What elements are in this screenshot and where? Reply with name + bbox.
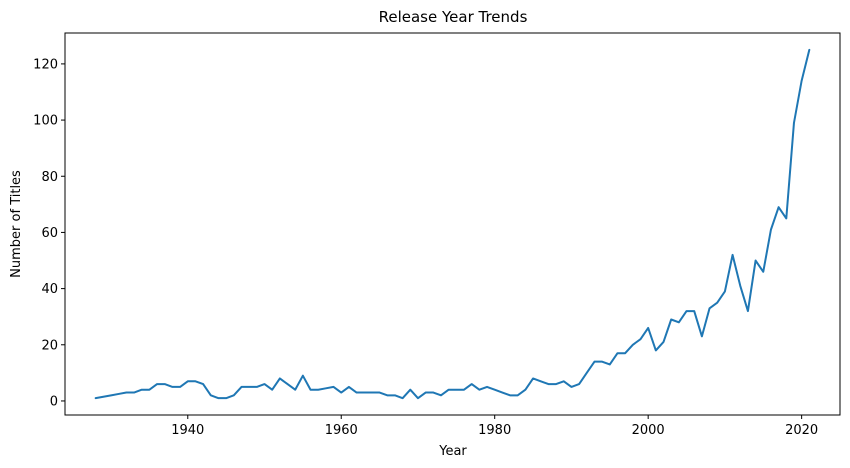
chart-title: Release Year Trends: [379, 8, 528, 26]
x-axis-label: Year: [438, 444, 467, 459]
y-tick-label: 0: [50, 394, 58, 409]
plot-frame: [64, 32, 841, 416]
x-tick-label: 1980: [478, 423, 511, 438]
x-tick-label: 2020: [785, 423, 818, 438]
y-tick-label: 40: [41, 282, 58, 297]
y-tick-label: 100: [33, 114, 58, 129]
plot-area: 1940 1960 1980 2000 2020 0 20 40 60 80 100 120: [33, 48, 818, 438]
x-tick-label: 1940: [171, 423, 204, 438]
y-tick-label: 80: [41, 170, 58, 185]
y-axis-label: Number of Titles: [9, 170, 24, 278]
y-tick-label: 60: [41, 226, 58, 241]
x-tick-label: 2000: [632, 423, 665, 438]
y-tick-label: 120: [33, 57, 58, 72]
y-tick-label: 20: [41, 338, 58, 353]
x-tick-label: 1960: [325, 423, 358, 438]
series-line: [94, 48, 811, 400]
